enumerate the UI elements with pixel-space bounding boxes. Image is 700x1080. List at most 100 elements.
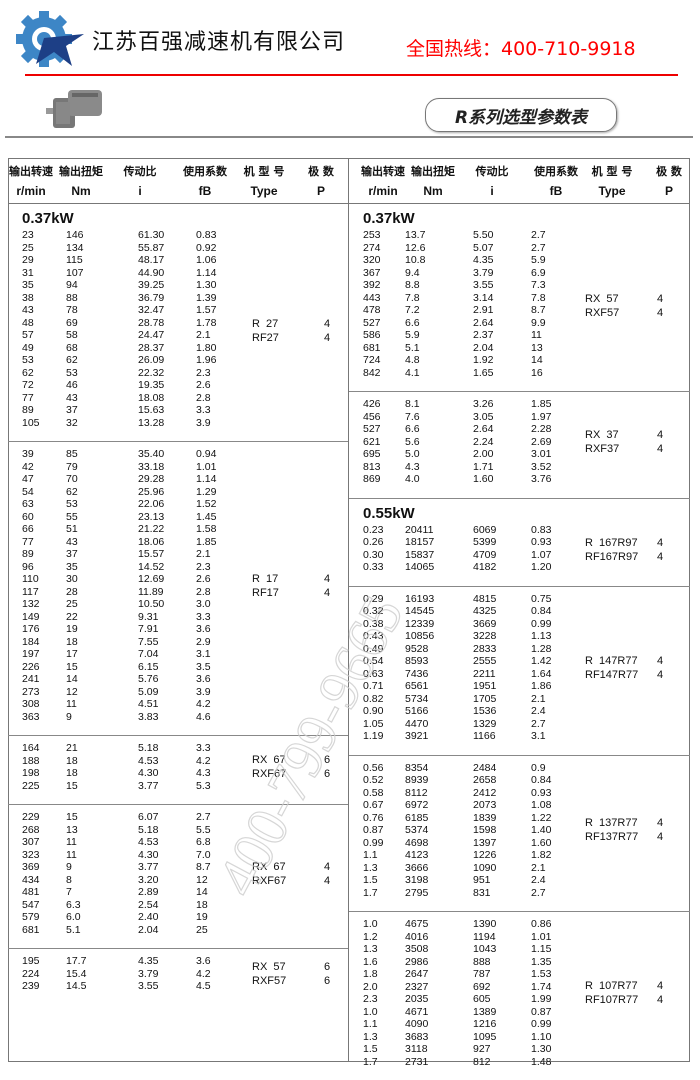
- torque-cell: 107: [66, 266, 84, 279]
- torque-cell: 53: [66, 498, 78, 510]
- model-group: 426 8.1 3.26 1.85 456 7.6 3.05 1.97 527 6.6 2.64 2.…: [349, 392, 690, 499]
- speed-cell: 1.7: [363, 886, 378, 899]
- table-row: 63 53 22.06 1.52: [8, 498, 348, 511]
- torque-cell: 5166: [405, 705, 429, 717]
- speed-cell: 586: [363, 329, 381, 341]
- model-type-label: R 27: [252, 317, 279, 330]
- service-factor-cell: 2.6: [196, 379, 211, 391]
- model-group: 0.23 20411 6069 0.83 0.26 18157 5399 0.93 0.30 15…: [349, 521, 690, 587]
- speed-cell: 308: [22, 698, 40, 710]
- speed-cell: 57: [22, 329, 34, 341]
- speed-cell: 0.67: [363, 799, 384, 811]
- torque-cell: 15: [66, 811, 78, 823]
- speed-cell: 188: [22, 754, 40, 767]
- torque-cell: 18: [66, 754, 78, 767]
- ratio-cell: 2.40: [138, 911, 159, 923]
- torque-cell: 6.3: [66, 898, 81, 911]
- speed-cell: 0.58: [363, 786, 384, 799]
- ratio-cell: 4.53: [138, 754, 159, 767]
- service-factor-cell: 7.0: [196, 848, 211, 861]
- ratio-cell: 1705: [473, 692, 497, 705]
- torque-cell: 9.4: [405, 266, 420, 279]
- speed-cell: 0.54: [363, 655, 384, 667]
- model-type: R 137R77 RF137R77: [585, 816, 638, 844]
- model-type: R 27 RF27: [252, 317, 279, 345]
- column-header-cn: 输出扭矩: [59, 165, 103, 178]
- service-factor-cell: 1.07: [531, 548, 552, 561]
- ratio-cell: 831: [473, 886, 491, 899]
- speed-cell: 117: [22, 585, 39, 598]
- ratio-cell: 3.14: [473, 291, 494, 304]
- service-factor-cell: 2.4: [531, 874, 546, 886]
- table-row: 54 62 25.96 1.29: [8, 486, 348, 499]
- torque-cell: 6.6: [405, 316, 420, 329]
- model-type-label: RX 57: [252, 960, 286, 973]
- torque-cell: 12: [66, 685, 78, 698]
- ratio-cell: 4.51: [138, 698, 159, 710]
- torque-cell: 5374: [405, 824, 429, 836]
- table-row: 367 9.4 3.79 6.9: [349, 267, 690, 280]
- service-factor-cell: 1.40: [531, 824, 552, 836]
- service-factor-cell: 2.1: [531, 692, 546, 705]
- service-factor-cell: 1.86: [531, 680, 552, 692]
- torque-cell: 4698: [405, 836, 429, 849]
- table-row: 426 8.1 3.26 1.85: [349, 398, 690, 411]
- torque-cell: 10856: [405, 630, 435, 642]
- column-header: 传动比 i: [118, 163, 162, 198]
- ratio-cell: 19.35: [138, 379, 165, 391]
- service-factor-cell: 3.52: [531, 460, 552, 473]
- service-factor-cell: 2.8: [196, 391, 211, 404]
- model-type-label: RX 57: [585, 292, 619, 305]
- table-row: 110 30 12.69 2.6: [8, 573, 348, 586]
- service-factor-cell: 0.86: [531, 918, 552, 930]
- torque-cell: 4671: [405, 1005, 429, 1018]
- ratio-cell: 1536: [473, 705, 497, 717]
- column-header-cn: 极 数: [656, 165, 682, 178]
- pole-value: 6: [324, 754, 331, 766]
- ratio-cell: 2.64: [473, 316, 494, 329]
- table-row: 307 11 4.53 6.8: [8, 836, 348, 849]
- torque-cell: 2795: [405, 886, 429, 899]
- service-factor-cell: 0.83: [196, 229, 217, 241]
- torque-cell: 13.7: [405, 229, 426, 241]
- table-row: 308 11 4.51 4.2: [8, 698, 348, 711]
- table-row: 0.54 8593 2555 1.42: [349, 655, 690, 668]
- service-factor-cell: 2.7: [196, 811, 211, 823]
- model-type-label: RF107R77: [585, 994, 639, 1006]
- model-type: RX 67 RXF67: [252, 860, 286, 888]
- speed-cell: 0.52: [363, 774, 384, 786]
- service-factor-cell: 2.28: [531, 423, 552, 435]
- service-factor-cell: 1.29: [196, 485, 217, 498]
- torque-cell: 3118: [405, 1043, 428, 1055]
- speed-cell: 229: [22, 811, 40, 823]
- speed-cell: 695: [363, 448, 381, 460]
- table-row: 586 5.9 2.37 11: [349, 329, 690, 342]
- ratio-cell: 2412: [473, 786, 497, 799]
- model-type-label: RXF67: [252, 874, 287, 887]
- torque-cell: 28: [66, 585, 78, 598]
- ratio-cell: 29.28: [138, 473, 165, 485]
- table-row: 1.8 2647 787 1.53: [349, 968, 690, 981]
- speed-cell: 426: [363, 398, 381, 410]
- service-factor-cell: 19: [196, 911, 208, 923]
- service-factor-cell: 7.8: [531, 291, 546, 304]
- service-factor-cell: 1.39: [196, 291, 217, 304]
- torque-cell: 13: [66, 823, 78, 836]
- speed-cell: 176: [22, 623, 40, 635]
- table-row: 38 88 36.79 1.39: [8, 292, 348, 305]
- hotline: 全国热线：400-710-9918: [406, 38, 636, 60]
- torque-cell: 4123: [405, 849, 429, 861]
- service-factor-cell: 1.20: [531, 561, 552, 573]
- ratio-cell: 927: [473, 1043, 491, 1055]
- speed-cell: 320: [363, 254, 381, 266]
- speed-cell: 1.5: [363, 1043, 378, 1055]
- table-row: 1.0 4671 1389 0.87: [349, 1006, 690, 1019]
- table-row: 149 22 9.31 3.3: [8, 611, 348, 624]
- speed-cell: 1.0: [363, 1005, 378, 1018]
- service-factor-cell: 6.9: [531, 266, 546, 279]
- ratio-cell: 3.20: [138, 873, 159, 886]
- model-type: RX 57 RXF57: [585, 292, 619, 320]
